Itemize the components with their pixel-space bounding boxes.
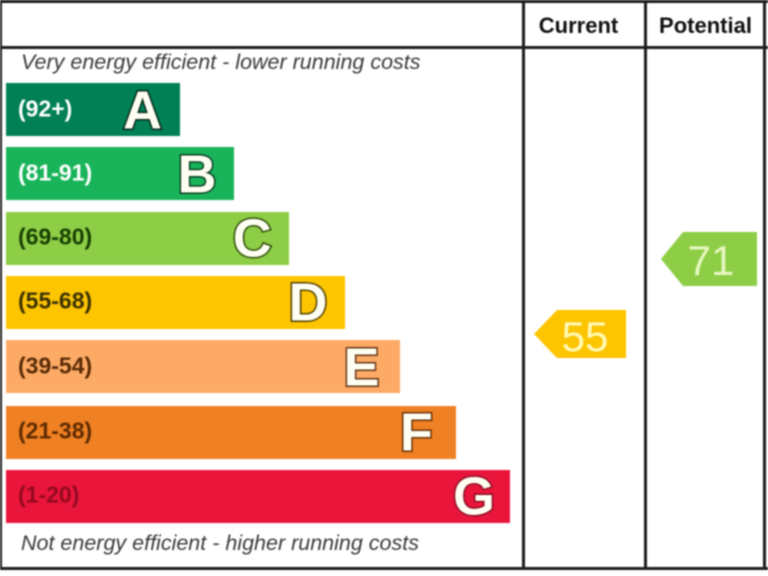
svg-text:71: 71 <box>688 237 735 284</box>
svg-text:55: 55 <box>562 313 609 360</box>
